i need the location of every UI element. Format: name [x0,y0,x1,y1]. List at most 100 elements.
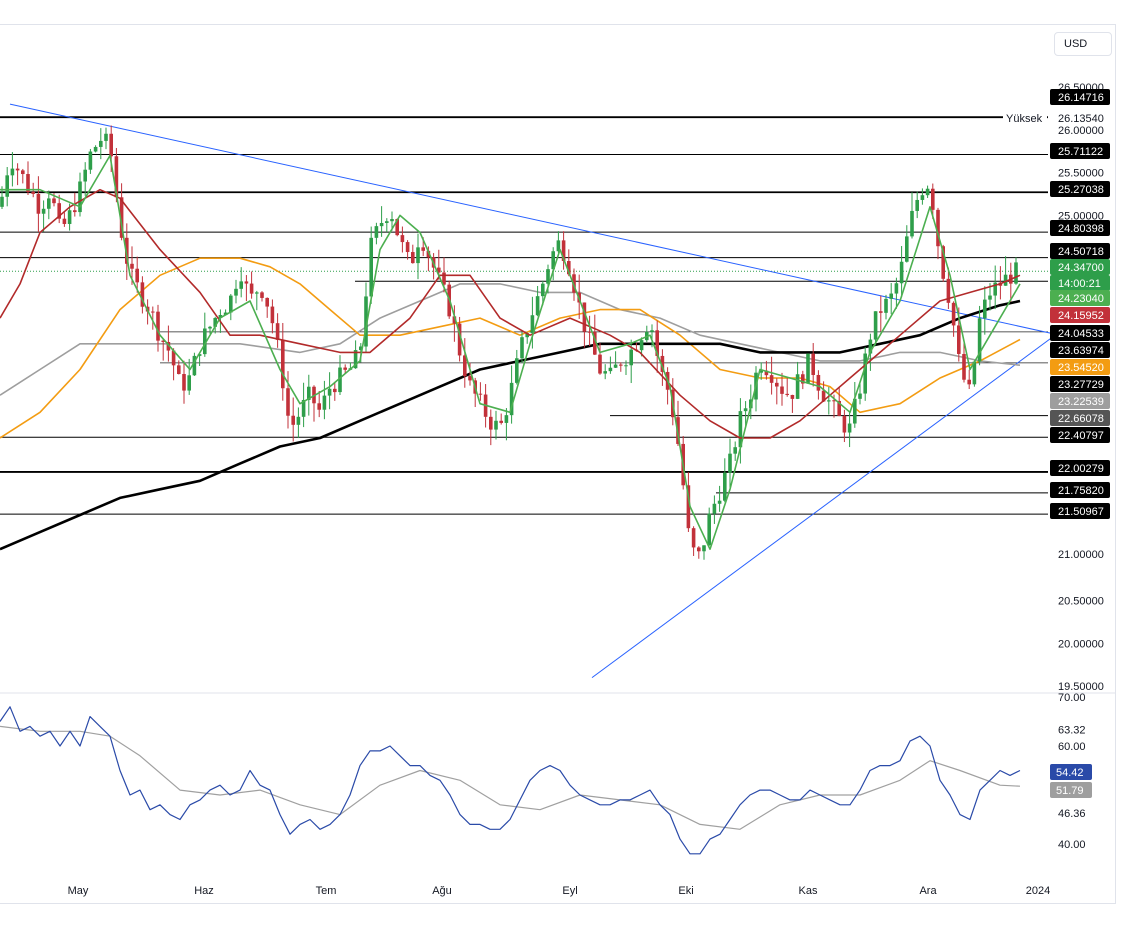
candle-body [988,295,992,300]
rsi-tick-label: 70.00 [1058,692,1086,704]
rsi-badge-text: 54.42 [1056,767,1084,779]
candle-body [847,423,852,433]
candle-body [509,382,514,416]
candle-body [951,302,956,326]
value-badge-bg [1050,342,1110,358]
candle-body [379,222,384,227]
candle-body [182,374,186,391]
candle-body [655,330,659,356]
candle-body [520,337,524,359]
value-badge-bg [1050,427,1110,443]
candle-body [504,415,509,423]
candle-body [1014,262,1018,284]
candle-body [114,156,119,198]
candle-body [208,326,212,329]
candle-body [369,237,373,297]
candle-body [853,398,857,424]
candle-body [10,168,15,176]
candle-body [801,374,805,384]
candle-body [723,472,727,501]
candle-body [660,355,665,372]
price-chart[interactable]: 26.5000026.0000025.5000025.0000020.50000… [0,0,1116,910]
candle-body [244,281,249,284]
candle-body [260,292,264,298]
candle-body [223,312,228,315]
candle-body [47,198,51,209]
candle-body [359,346,363,351]
candle-body [390,219,394,222]
candle-body [229,295,233,313]
candle-body [41,208,46,214]
candle-body [88,151,93,170]
ma-fast-line [0,154,1021,551]
candle-body [551,251,555,270]
candle-body [629,349,633,366]
candle-body [5,175,9,197]
x-axis-label: Eki [678,885,693,897]
value-badge-text: 24.23040 [1058,293,1104,305]
rsi-tick-label: 40.00 [1058,839,1086,851]
high-label: Yüksek [1006,113,1043,125]
level-badge-bg [1050,220,1110,236]
x-axis-label: May [68,885,89,897]
value-badge-bg [1050,482,1110,498]
candle-body [416,247,420,264]
candle-body [806,353,810,384]
price-tick-label: 25.00000 [1058,210,1104,222]
level-badge-bg [1050,243,1110,259]
candle-body [437,267,441,273]
candles-group [0,125,1018,560]
candle-body [265,297,269,307]
x-axis-label: Kas [799,885,818,897]
value-badge-bg [1050,410,1110,426]
x-axis-label: Haz [194,885,214,897]
candle-body [343,367,347,370]
candle-body [426,250,431,258]
candle-body [936,209,940,247]
candle-body [515,358,519,383]
price-tick-label: 25.50000 [1058,168,1104,180]
candle-body [993,282,997,296]
value-badge-text: 21.00000 [1058,549,1104,561]
candle-body [255,292,259,294]
candle-body [827,400,831,402]
value-badge-text: 22.66078 [1058,413,1104,425]
candle-body [816,374,821,391]
candle-body [873,311,878,340]
candle-body [78,181,82,213]
candle-body [613,364,618,368]
candle-body [301,399,306,417]
candle-body [946,278,951,303]
value-badge-text: 24.04533 [1058,328,1104,340]
candle-body [187,375,191,391]
candle-body [530,315,535,334]
rsi-tick-label: 63.32 [1058,725,1086,737]
candle-body [598,354,602,374]
value-badge-text: 22.40797 [1058,430,1104,442]
candle-body [925,188,930,196]
rsi-badge-bg [1050,782,1092,798]
value-badge-text: 23.22539 [1058,396,1104,408]
candle-body [130,263,134,269]
candle-body [775,382,779,387]
candle-body [1003,274,1008,286]
price-tick-label: 20.50000 [1058,596,1104,608]
candle-body [603,371,607,374]
candle-body [307,386,311,400]
candle-body [0,196,4,207]
candle-body [125,237,129,264]
candle-body [686,485,691,529]
candle-body [556,240,561,252]
rsi-tick-label: 46.36 [1058,808,1086,820]
candle-body [99,140,103,147]
candle-body [899,261,904,284]
currency-selector[interactable]: USD [1054,32,1112,56]
rsi-line [0,706,1021,855]
value-badge-bg [1050,259,1110,275]
candle-body [567,261,571,275]
candle-body [239,281,243,289]
value-badge-text: 21.75820 [1058,485,1104,497]
candle-body [385,221,389,223]
candle-body [421,247,425,251]
candle-body [353,350,358,369]
